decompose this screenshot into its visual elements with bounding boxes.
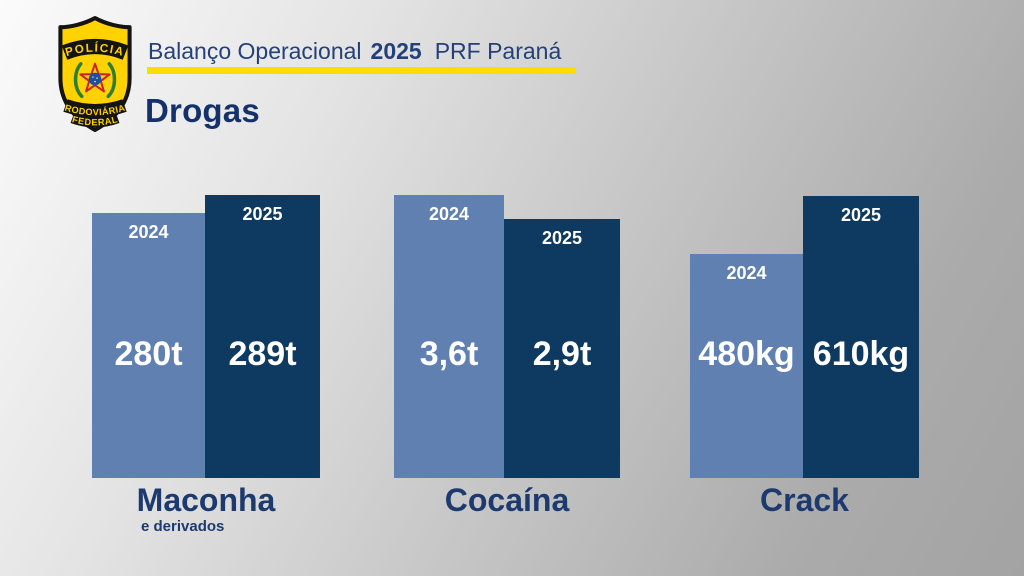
header-title-text: Balanço Operacional <box>148 38 362 64</box>
bar-year-label: 2024 <box>128 222 169 242</box>
badge-rodoviaria-band <box>63 99 127 118</box>
badge-wreath-left <box>73 62 84 99</box>
bar-cocaina-2025: 2025 <box>504 219 620 478</box>
value-cocaina-2025: 2,9t <box>532 335 592 373</box>
bar-year-label: 2024 <box>428 204 470 224</box>
category-label-maconha: Maconha <box>136 482 276 518</box>
bar-year-label: 2025 <box>242 204 283 224</box>
bar-maconha-2024: 2024 <box>92 213 205 478</box>
yellow-underline <box>147 67 576 74</box>
badge-policia-label: POLÍCIA <box>64 42 125 60</box>
value-maconha-2025: 289t <box>228 335 297 373</box>
bar-crack-2025: 2025 <box>803 196 919 478</box>
bar-year-label: 2025 <box>541 228 583 248</box>
bar-crack-2024: 2024 <box>690 254 803 478</box>
value-crack-2024: 480kg <box>698 335 795 373</box>
bar-maconha-2025: 2025 <box>205 195 320 478</box>
badge-globe <box>88 72 102 86</box>
value-cocaina-2024: 3,6t <box>419 335 479 373</box>
badge-globe-star <box>96 77 98 79</box>
value-crack-2025: 610kg <box>812 335 910 373</box>
page-title: Drogas <box>145 92 260 129</box>
badge-bottom-banner-text-2: FEDERAL <box>71 114 119 127</box>
header-title-year: 2025 <box>370 38 422 64</box>
badge-top-banner-text: POLÍCIA <box>64 42 126 60</box>
bar-cocaina-2024: 2024 <box>394 195 504 478</box>
header-title: Balanço Operacional 2025 PRF Paraná <box>148 38 561 65</box>
prf-badge-logo: POLÍCIA RODOVIÁRIA FEDERAL <box>58 16 132 132</box>
category-sublabel-maconha: e derivados <box>141 518 225 535</box>
badge-rodoviaria-label: RODOVIÁRIA <box>64 103 126 118</box>
bar-year-label: 2024 <box>726 263 767 283</box>
badge-federal-band <box>70 111 120 128</box>
header-title-org: PRF Paraná <box>434 38 562 64</box>
bar-year-label: 2025 <box>840 205 882 225</box>
badge-globe-star <box>94 80 96 83</box>
badge-top-band <box>61 38 129 60</box>
badge-bottom-banner-text-1: RODOVIÁRIA <box>64 103 127 118</box>
category-label-crack: Crack <box>760 482 849 518</box>
badge-federal-label: FEDERAL <box>71 114 118 127</box>
badge-wreath-right <box>106 62 117 99</box>
category-label-cocaina: Cocaína <box>444 482 570 518</box>
badge-globe-star <box>92 76 94 78</box>
value-maconha-2024: 280t <box>114 335 183 373</box>
